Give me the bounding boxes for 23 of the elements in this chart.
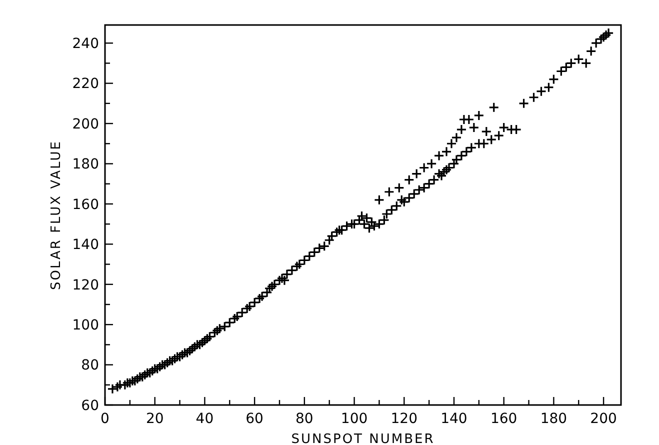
x-axis-title: SUNSPOT NUMBER bbox=[291, 432, 435, 445]
x-tick-label: 20 bbox=[146, 411, 164, 427]
y-tick-label: 120 bbox=[72, 277, 99, 294]
y-tick-label: 220 bbox=[72, 76, 99, 92]
x-tick-label: 80 bbox=[296, 411, 314, 427]
y-tick-label: 180 bbox=[72, 156, 99, 173]
y-tick-label: 80 bbox=[81, 358, 99, 374]
x-tick-label: 0 bbox=[100, 411, 110, 427]
x-tick-label: 180 bbox=[540, 411, 568, 427]
x-tick-label: 140 bbox=[440, 411, 468, 427]
y-tick-label: 240 bbox=[72, 36, 99, 52]
y-tick-label: 60 bbox=[81, 398, 99, 414]
x-tick-label: 40 bbox=[196, 411, 214, 427]
y-tick-label: 100 bbox=[72, 317, 99, 334]
x-tick-label: 100 bbox=[340, 411, 368, 427]
x-tick-label: 60 bbox=[246, 411, 264, 427]
x-tick-label: 200 bbox=[590, 411, 617, 427]
y-tick-label: 160 bbox=[72, 196, 99, 213]
y-tick-label: 140 bbox=[72, 237, 99, 254]
y-tick-label: 200 bbox=[72, 116, 99, 132]
x-tick-label: 160 bbox=[490, 411, 518, 427]
y-axis-title: SOLAR FLUX VALUE bbox=[49, 140, 64, 290]
x-tick-label: 120 bbox=[390, 411, 418, 427]
